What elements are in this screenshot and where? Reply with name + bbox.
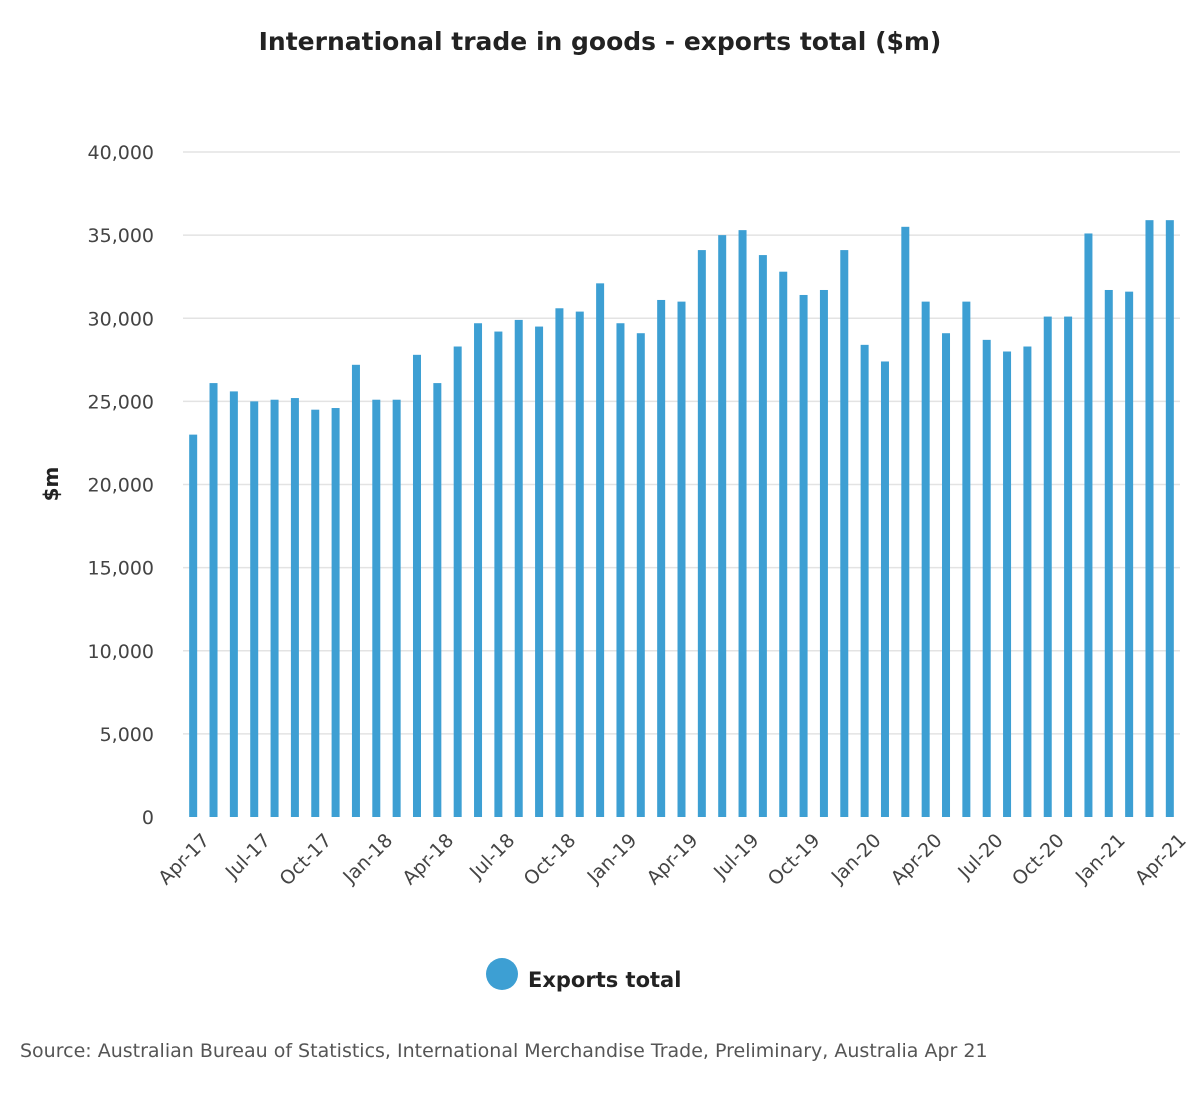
bar-apr-21[interactable] <box>1165 220 1174 818</box>
x-tick-label: Jul-19 <box>709 829 763 883</box>
x-tick-label: Apr-18 <box>398 829 458 889</box>
x-tick-label: Jul-20 <box>953 829 1007 883</box>
bar-nov-20[interactable] <box>1064 316 1073 817</box>
x-tick-label: Jan-20 <box>827 829 886 888</box>
bar-dec-19[interactable] <box>840 250 849 817</box>
bar-jul-17[interactable] <box>250 401 259 817</box>
y-tick-label: 15,000 <box>88 558 154 580</box>
bar-oct-20[interactable] <box>1043 316 1052 817</box>
x-tick-label: Jan-21 <box>1071 829 1130 888</box>
bar-may-18[interactable] <box>453 346 462 817</box>
bar-may-20[interactable] <box>942 333 951 817</box>
bar-sep-17[interactable] <box>290 398 299 817</box>
x-tick-label: Apr-19 <box>643 829 703 889</box>
bar-aug-18[interactable] <box>514 319 523 817</box>
bar-mar-19[interactable] <box>657 299 666 817</box>
y-tick-label: 20,000 <box>88 475 154 497</box>
x-tick-label: Jan-18 <box>338 829 397 888</box>
x-tick-label: Apr-21 <box>1131 829 1191 889</box>
x-axis-ticks: Apr-17 Jul-17 Oct-17 Jan-18 Apr-18 Jul-18 Oct-… <box>154 829 1191 890</box>
x-tick-label: Jul-18 <box>465 829 519 883</box>
x-tick-label: Oct-17 <box>275 829 336 890</box>
bar-apr-20[interactable] <box>921 301 930 817</box>
bar-may-17[interactable] <box>209 383 218 817</box>
bar-apr-17[interactable] <box>189 434 198 817</box>
legend-label: Exports total <box>528 968 681 992</box>
source-note: Source: Australian Bureau of Statistics,… <box>20 1040 988 1062</box>
y-tick-label: 35,000 <box>88 225 154 247</box>
bar-jun-20[interactable] <box>962 301 971 817</box>
bars <box>189 220 1174 818</box>
bar-sep-19[interactable] <box>779 271 788 817</box>
bar-aug-20[interactable] <box>1003 351 1012 818</box>
bar-dec-18[interactable] <box>596 283 605 817</box>
bar-jan-20[interactable] <box>860 344 869 817</box>
bar-jul-20[interactable] <box>982 339 991 817</box>
bar-jul-19[interactable] <box>738 230 747 817</box>
x-tick-label: Oct-20 <box>1008 829 1069 890</box>
bar-feb-21[interactable] <box>1125 291 1134 817</box>
y-tick-label: 40,000 <box>88 142 154 164</box>
legend[interactable]: Exports total <box>486 958 681 992</box>
x-tick-label: Jul-17 <box>221 829 275 883</box>
bar-sep-18[interactable] <box>535 326 544 817</box>
chart-title: International trade in goods - exports t… <box>259 27 942 56</box>
y-tick-label: 5,000 <box>100 724 154 746</box>
bar-oct-17[interactable] <box>311 409 320 817</box>
y-tick-label: 0 <box>142 807 154 829</box>
bar-apr-19[interactable] <box>677 301 686 817</box>
bar-jun-18[interactable] <box>474 323 483 817</box>
bar-jun-19[interactable] <box>718 235 727 817</box>
bar-may-19[interactable] <box>697 250 706 817</box>
bar-sep-20[interactable] <box>1023 346 1032 817</box>
bar-jul-18[interactable] <box>494 331 503 817</box>
bar-apr-18[interactable] <box>433 383 442 817</box>
bar-mar-21[interactable] <box>1145 220 1154 818</box>
bar-mar-18[interactable] <box>412 354 421 817</box>
bar-dec-20[interactable] <box>1084 233 1093 817</box>
x-tick-label: Jan-19 <box>582 829 641 888</box>
bar-feb-18[interactable] <box>392 399 401 817</box>
x-tick-label: Oct-18 <box>520 829 581 890</box>
x-tick-label: Apr-20 <box>887 829 947 889</box>
bar-dec-17[interactable] <box>351 364 360 817</box>
bar-jun-17[interactable] <box>229 391 238 817</box>
bar-nov-17[interactable] <box>331 408 340 817</box>
bar-oct-19[interactable] <box>799 294 808 818</box>
y-tick-label: 10,000 <box>88 641 154 663</box>
y-axis-label: $m <box>39 467 63 502</box>
bar-jan-18[interactable] <box>372 399 381 817</box>
x-tick-label: Apr-17 <box>154 829 214 889</box>
bar-feb-20[interactable] <box>880 361 889 817</box>
bar-nov-18[interactable] <box>575 311 584 817</box>
bar-feb-19[interactable] <box>636 333 645 817</box>
bar-aug-17[interactable] <box>270 399 279 817</box>
bar-aug-19[interactable] <box>758 255 767 817</box>
bar-jan-21[interactable] <box>1104 289 1113 817</box>
bar-oct-18[interactable] <box>555 308 564 817</box>
y-axis-ticks: 0 5,000 10,000 15,000 20,000 25,000 30,000 35,0… <box>88 142 154 829</box>
bar-nov-19[interactable] <box>819 289 828 817</box>
bar-mar-20[interactable] <box>901 226 910 817</box>
y-tick-label: 30,000 <box>88 308 154 330</box>
bar-jan-19[interactable] <box>616 323 625 817</box>
legend-marker-icon <box>486 958 518 990</box>
x-tick-label: Oct-19 <box>764 829 825 890</box>
y-tick-label: 25,000 <box>88 391 154 413</box>
